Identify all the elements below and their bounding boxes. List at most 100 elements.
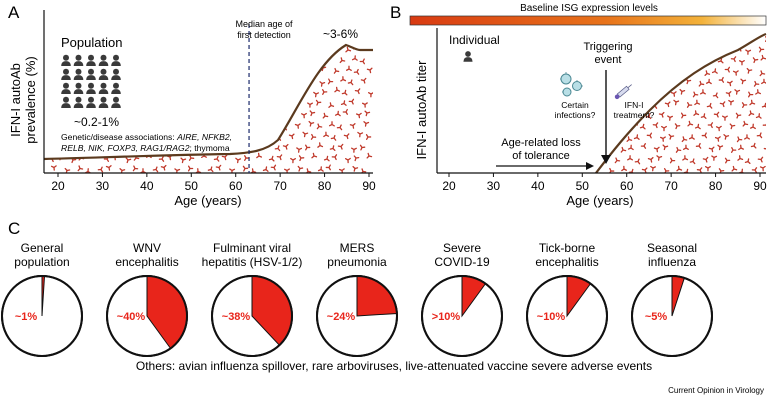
- antibody-icon: [738, 168, 747, 173]
- antibody-icon: [154, 88, 163, 97]
- population-icon-grid: [61, 54, 121, 108]
- person-icon: [98, 68, 109, 80]
- antibody-icon: [733, 89, 741, 96]
- antibody-icon: [142, 120, 150, 128]
- antibody-icon: [303, 168, 312, 173]
- antibody-icon: [682, 144, 691, 152]
- antibody-icon: [656, 68, 663, 76]
- antibody-icon: [334, 110, 342, 117]
- antibody-icon: [132, 45, 139, 51]
- antibody-icon: [682, 34, 691, 42]
- antibody-icon: [52, 102, 61, 110]
- panel-a-tick-label: 30: [96, 179, 110, 193]
- antibody-icon: [61, 123, 68, 131]
- antibody-icon: [138, 168, 147, 173]
- antibody-icon: [171, 124, 178, 131]
- antibody-icon: [316, 55, 324, 63]
- antibody-icon: [147, 66, 154, 74]
- antibody-icon: [659, 134, 666, 142]
- antibody-icon: [674, 146, 682, 153]
- antibody-icon: [127, 78, 136, 86]
- antibody-icon: [758, 46, 765, 53]
- antibody-icon: [139, 59, 147, 66]
- antibody-icon: [648, 46, 655, 53]
- tolerance-arrow-head: [586, 162, 594, 170]
- antibody-icon: [634, 157, 642, 165]
- antibody-icon: [274, 145, 283, 153]
- antibody-icon: [303, 144, 311, 152]
- panel-b-tick-label: 40: [531, 179, 545, 193]
- pie-title-line2: encephalitis: [115, 255, 178, 269]
- antibody-icon: [285, 100, 292, 108]
- high-prevalence-label: ~3-6%: [323, 27, 358, 41]
- antibody-icon: [749, 123, 756, 131]
- antibody-icon: [359, 58, 367, 66]
- individual-label: Individual: [449, 33, 500, 47]
- antibody-icon: [176, 89, 184, 98]
- antibody-icon: [636, 90, 644, 98]
- antibody-icon: [616, 97, 625, 106]
- antibody-icon: [307, 120, 315, 128]
- antibody-icon: [67, 109, 75, 116]
- antibody-icon: [653, 35, 661, 42]
- person-icon: [86, 54, 96, 66]
- antibody-icon: [703, 46, 710, 53]
- antibody-icon: [224, 86, 231, 93]
- antibody-icon: [724, 65, 732, 73]
- antibody-icon: [235, 46, 243, 54]
- antibody-icon: [619, 146, 627, 153]
- antibody-icon: [729, 145, 737, 153]
- antibody-icon: [598, 144, 607, 153]
- antibody-icon: [747, 99, 756, 108]
- antibody-icon: [276, 152, 285, 161]
- antibody-icon: [59, 109, 67, 118]
- antibody-icon: [317, 79, 326, 87]
- antibody-icon: [671, 79, 678, 87]
- pie-title-line2: hepatitis (HSV-1/2): [202, 255, 303, 269]
- antibody-icon: [345, 46, 352, 54]
- antibody-icon: [193, 168, 202, 173]
- antibody-icon: [262, 165, 270, 172]
- antibody-icon: [365, 45, 373, 50]
- antibody-icon: [635, 66, 643, 74]
- genetic-associations-line2: RELB, NIK, FOXP3, RAG1/RAG2; thymoma: [61, 143, 230, 153]
- antibody-icon: [364, 109, 371, 117]
- antibody-icon: [738, 58, 747, 66]
- antibody-icon: [233, 133, 241, 140]
- population-label: Population: [61, 35, 122, 50]
- antibody-icon: [709, 44, 718, 52]
- antibody-icon: [354, 87, 361, 95]
- panel-b-tick-label: 30: [487, 179, 501, 193]
- antibody-icon: [296, 54, 304, 61]
- other-associations-footer: Others: avian influenza spillover, rare …: [136, 359, 652, 373]
- antibody-icon: [53, 121, 62, 129]
- individual-icon: [463, 51, 473, 62]
- antibody-icon: [358, 168, 367, 173]
- person-icon: [61, 96, 71, 108]
- antibody-icon: [681, 45, 689, 53]
- antibody-icon: [708, 35, 716, 42]
- antibody-icon: [213, 46, 221, 53]
- antibody-icon: [692, 99, 701, 108]
- antibody-icon: [341, 89, 350, 98]
- antibody-icon: [701, 132, 709, 140]
- antibody-icon: [625, 155, 634, 163]
- antibody-icon: [675, 55, 682, 63]
- panel-b-tick-label: 80: [709, 179, 723, 193]
- antibody-icon: [324, 46, 330, 53]
- antibody-icon: [315, 122, 323, 130]
- antibody-icon: [679, 136, 688, 144]
- antibody-icon: [747, 109, 755, 117]
- antibody-icon: [264, 65, 272, 72]
- panel-a-y-label: IFN-I autoAb prevalence (%): [8, 56, 38, 143]
- antibody-icon: [735, 155, 744, 163]
- antibody-icon: [759, 70, 766, 77]
- panel-a-tick-label: 70: [273, 179, 287, 193]
- antibody-icon: [242, 153, 250, 162]
- antibody-icon: [712, 92, 719, 99]
- antibody-icon: [347, 78, 355, 86]
- antibody-icon: [282, 57, 291, 65]
- pie-title-line1: Tick-borne: [539, 241, 596, 255]
